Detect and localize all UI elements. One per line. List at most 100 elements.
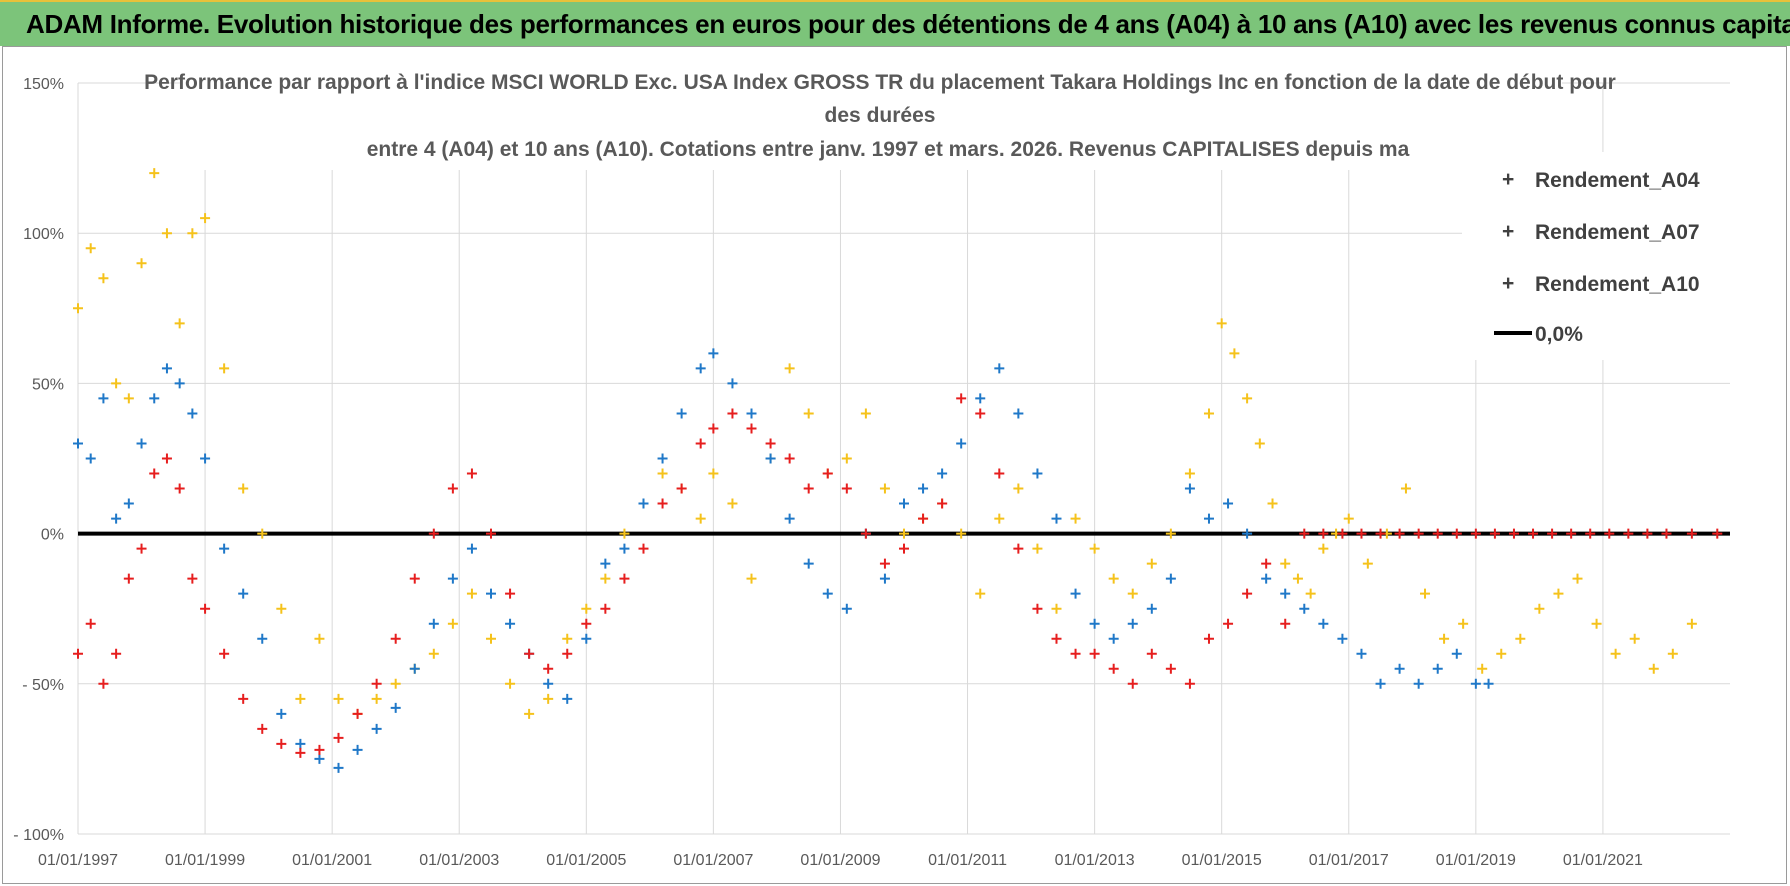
point-Rendement_A04-12 bbox=[238, 483, 249, 494]
point-Rendement_A10-4 bbox=[123, 573, 134, 584]
point-Rendement_A04-69 bbox=[1280, 558, 1291, 569]
point-Rendement_A04-81 bbox=[1477, 663, 1488, 674]
x-tick-label-6: 01/01/2009 bbox=[800, 852, 880, 869]
point-Rendement_A10-63 bbox=[1203, 633, 1214, 644]
point-Rendement_A10-47 bbox=[899, 543, 909, 554]
point-Rendement_A07-20 bbox=[390, 702, 401, 713]
point-Rendement_A10-49 bbox=[937, 498, 948, 509]
point-Rendement_A04-66 bbox=[1242, 393, 1253, 404]
point-Rendement_A10-30 bbox=[581, 618, 592, 629]
legend-marker-a10: + bbox=[1502, 272, 1514, 295]
point-Rendement_A07-69 bbox=[1318, 618, 1329, 629]
point-Rendement_A07-52 bbox=[994, 363, 1005, 374]
point-Rendement_A10-31 bbox=[600, 603, 611, 614]
point-Rendement_A07-61 bbox=[1165, 573, 1176, 584]
point-Rendement_A10-50 bbox=[956, 393, 967, 404]
point-Rendement_A07-42 bbox=[803, 558, 814, 569]
point-Rendement_A07-18 bbox=[352, 744, 363, 755]
point-Rendement_A10-67 bbox=[1280, 618, 1291, 629]
point-Rendement_A10-56 bbox=[1070, 648, 1081, 659]
chart-title-line-3: entre 4 (A04) et 10 ans (A10). Cotations… bbox=[367, 138, 1410, 161]
x-tick-label-9: 01/01/2015 bbox=[1182, 852, 1262, 869]
point-Rendement_A04-82 bbox=[1496, 648, 1507, 659]
point-Rendement_A10-81 bbox=[1547, 528, 1558, 539]
title-background bbox=[182, 62, 1562, 170]
point-Rendement_A10-59 bbox=[1127, 678, 1138, 689]
point-Rendement_A04-78 bbox=[1420, 588, 1431, 599]
point-Rendement_A07-0 bbox=[73, 438, 83, 449]
chart-title-line-2: des durées bbox=[825, 104, 936, 127]
point-Rendement_A04-63 bbox=[1203, 408, 1214, 419]
y-tick-labels: 150% 100% 50% 0% - 50% - 100% bbox=[13, 76, 64, 844]
point-Rendement_A07-44 bbox=[841, 603, 852, 614]
point-Rendement_A10-62 bbox=[1184, 678, 1195, 689]
point-Rendement_A04-17 bbox=[333, 693, 344, 704]
point-Rendement_A10-89 bbox=[1712, 528, 1723, 539]
point-Rendement_A07-53 bbox=[1013, 408, 1024, 419]
point-Rendement_A10-64 bbox=[1223, 618, 1234, 629]
point-Rendement_A04-91 bbox=[1667, 648, 1678, 659]
point-Rendement_A04-70 bbox=[1292, 573, 1303, 584]
point-Rendement_A10-70 bbox=[1337, 528, 1348, 539]
point-Rendement_A10-14 bbox=[276, 738, 287, 749]
point-Rendement_A10-13 bbox=[257, 723, 268, 734]
point-Rendement_A04-1 bbox=[85, 243, 96, 254]
point-Rendement_A10-23 bbox=[447, 483, 458, 494]
point-Rendement_A10-35 bbox=[676, 483, 687, 494]
point-Rendement_A04-37 bbox=[708, 468, 719, 479]
point-Rendement_A07-72 bbox=[1375, 678, 1386, 689]
x-tick-label-2: 01/01/2001 bbox=[292, 852, 372, 869]
point-Rendement_A07-76 bbox=[1451, 648, 1462, 659]
point-Rendement_A10-43 bbox=[822, 468, 833, 479]
point-Rendement_A10-74 bbox=[1413, 528, 1424, 539]
banner-title: ADAM Informe. Evolution historique des p… bbox=[0, 0, 1790, 46]
point-Rendement_A10-66 bbox=[1261, 558, 1272, 569]
point-Rendement_A07-77 bbox=[1470, 678, 1481, 689]
point-Rendement_A04-58 bbox=[1108, 573, 1119, 584]
point-Rendement_A10-6 bbox=[149, 468, 160, 479]
point-Rendement_A04-28 bbox=[543, 693, 554, 704]
legend-marker-a04: + bbox=[1502, 168, 1514, 191]
point-Rendement_A10-55 bbox=[1051, 633, 1062, 644]
point-Rendement_A10-45 bbox=[860, 528, 871, 539]
point-Rendement_A04-23 bbox=[447, 618, 458, 629]
point-Rendement_A07-75 bbox=[1432, 663, 1443, 674]
point-Rendement_A04-38 bbox=[727, 498, 738, 509]
point-Rendement_A10-60 bbox=[1146, 648, 1157, 659]
point-Rendement_A07-46 bbox=[879, 573, 890, 584]
point-Rendement_A10-36 bbox=[695, 438, 706, 449]
point-Rendement_A07-35 bbox=[676, 408, 687, 419]
point-Rendement_A04-44 bbox=[841, 453, 852, 464]
y-tick-label-3: 0% bbox=[41, 527, 64, 544]
point-Rendement_A10-44 bbox=[841, 483, 852, 494]
point-Rendement_A10-20 bbox=[390, 633, 401, 644]
point-Rendement_A10-37 bbox=[708, 423, 719, 434]
point-Rendement_A10-9 bbox=[187, 573, 198, 584]
point-Rendement_A07-60 bbox=[1146, 603, 1157, 614]
point-Rendement_A10-21 bbox=[409, 573, 420, 584]
point-Rendement_A04-19 bbox=[371, 693, 382, 704]
point-Rendement_A10-54 bbox=[1032, 603, 1043, 614]
point-Rendement_A07-30 bbox=[581, 633, 592, 644]
point-Rendement_A10-19 bbox=[371, 678, 382, 689]
point-Rendement_A10-18 bbox=[352, 708, 363, 719]
point-Rendement_A04-11 bbox=[219, 363, 230, 374]
legend-label-zero: 0,0% bbox=[1535, 323, 1583, 346]
point-Rendement_A10-0 bbox=[73, 648, 83, 659]
point-Rendement_A04-80 bbox=[1458, 618, 1469, 629]
legend: + Rendement_A04 + Rendement_A07 + Rendem… bbox=[1494, 168, 1700, 346]
points-layer bbox=[73, 168, 1723, 773]
point-Rendement_A10-40 bbox=[765, 438, 776, 449]
point-Rendement_A07-23 bbox=[447, 573, 458, 584]
point-Rendement_A07-49 bbox=[937, 468, 948, 479]
point-Rendement_A04-60 bbox=[1146, 558, 1157, 569]
point-Rendement_A07-40 bbox=[765, 453, 776, 464]
point-Rendement_A07-37 bbox=[708, 348, 719, 359]
point-Rendement_A04-90 bbox=[1648, 663, 1659, 674]
point-Rendement_A07-74 bbox=[1413, 678, 1424, 689]
point-Rendement_A04-3 bbox=[111, 378, 122, 389]
point-Rendement_A07-33 bbox=[638, 498, 649, 509]
point-Rendement_A04-6 bbox=[149, 168, 160, 179]
point-Rendement_A10-32 bbox=[619, 573, 630, 584]
point-Rendement_A07-29 bbox=[562, 693, 573, 704]
